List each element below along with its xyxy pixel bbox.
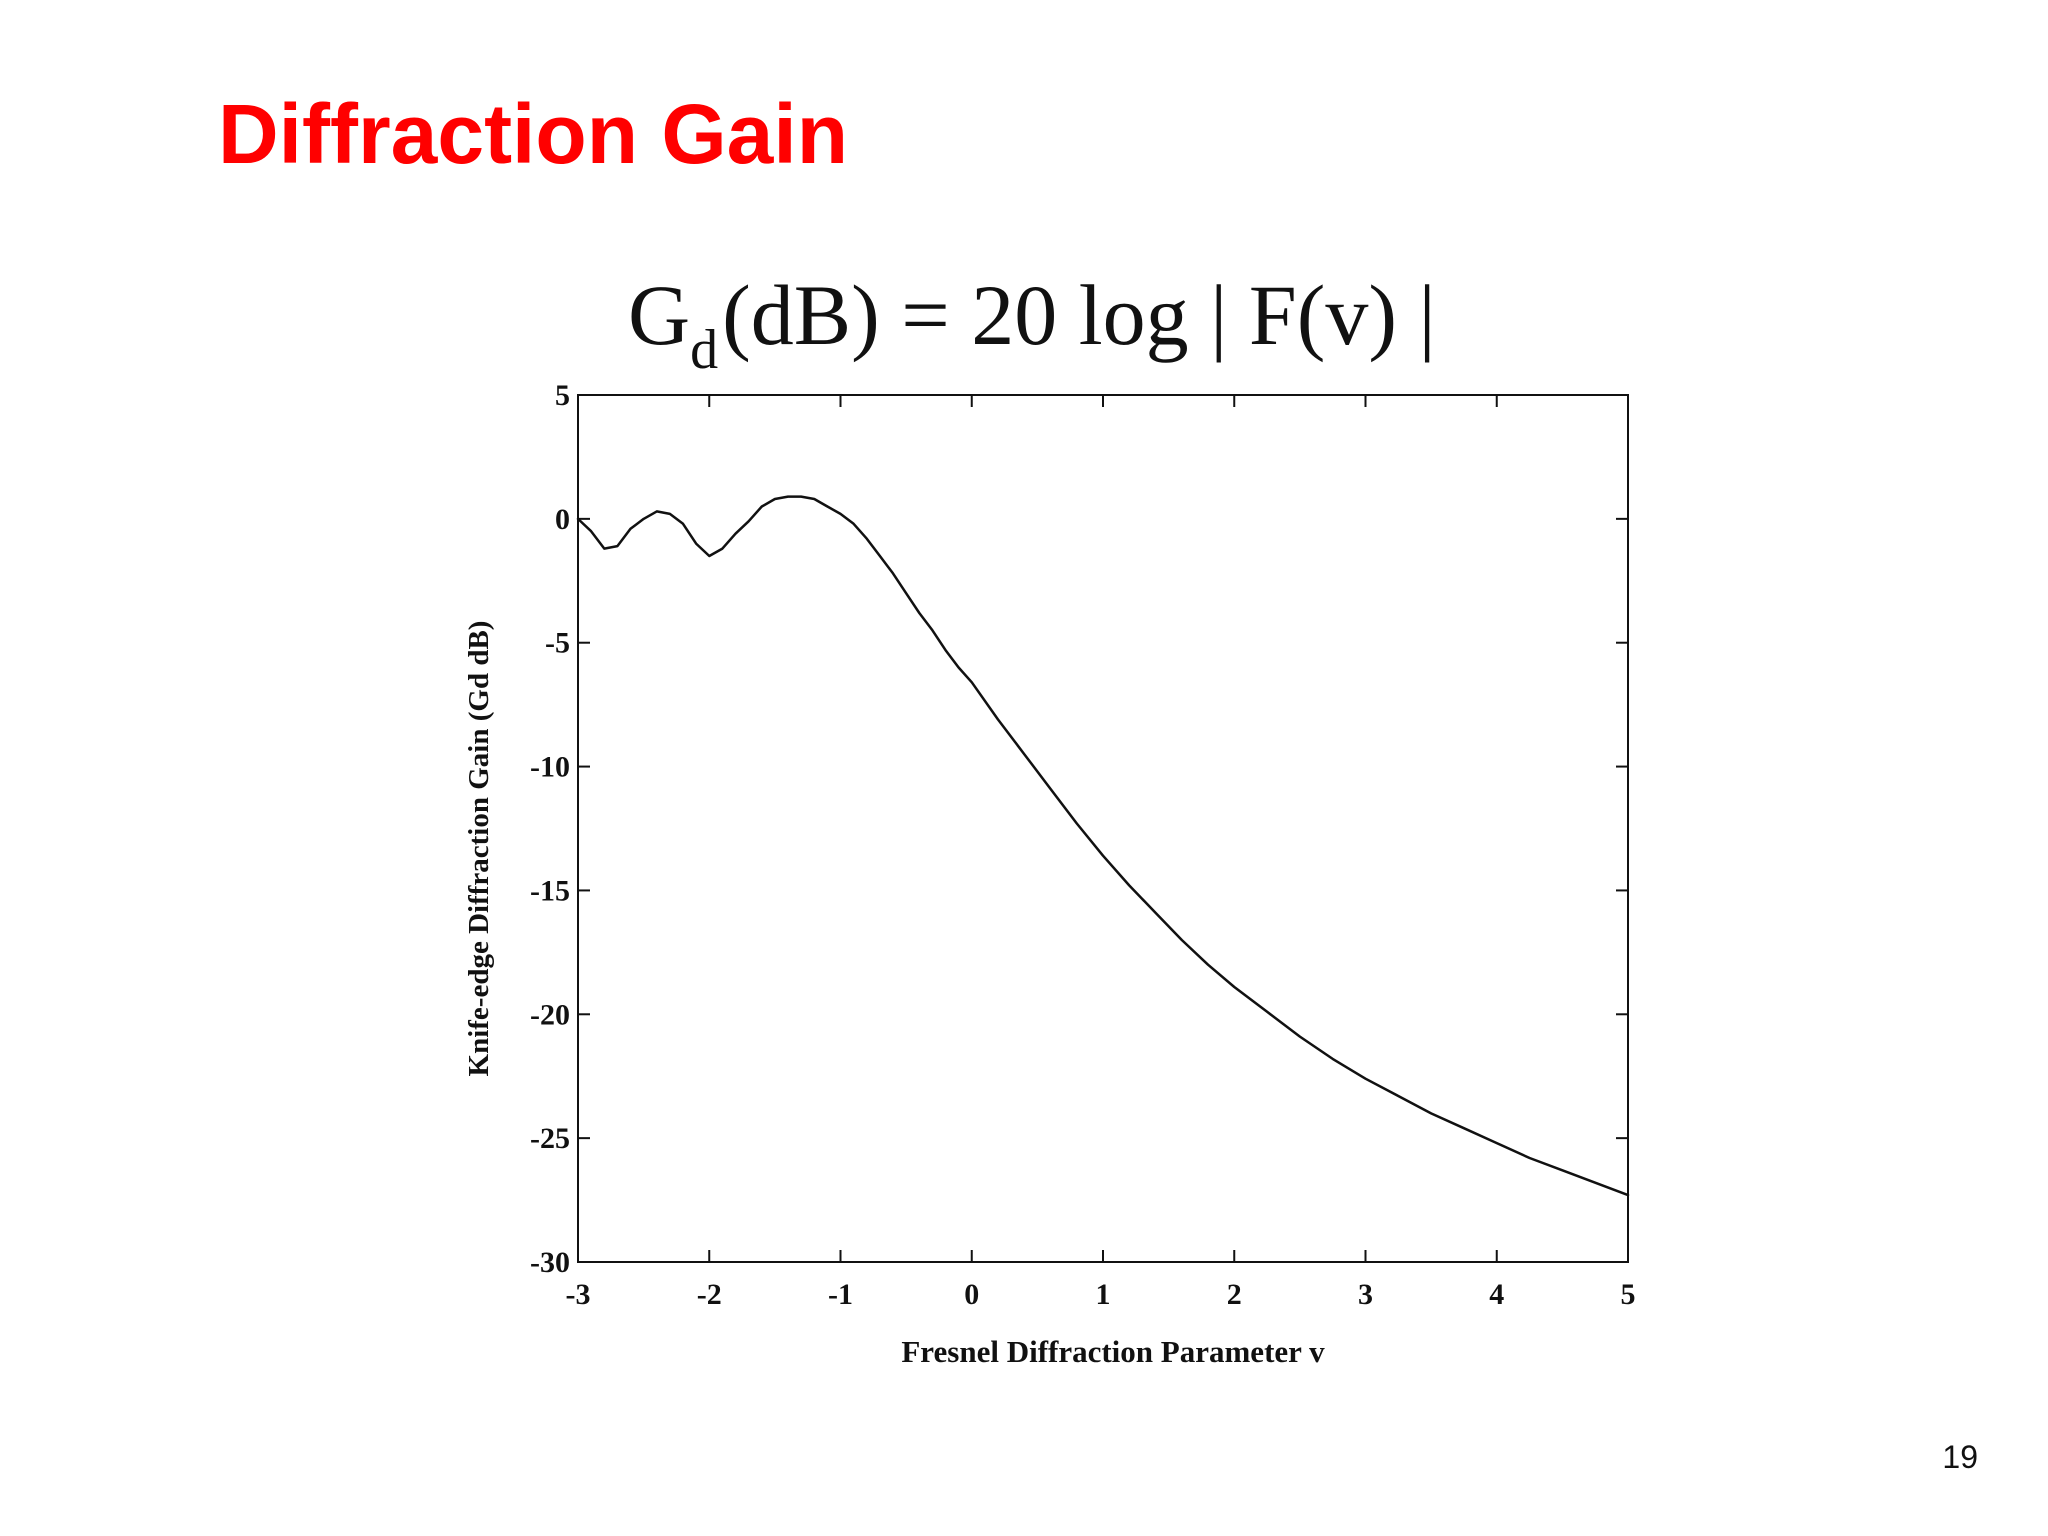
x-tick-label: 0 — [964, 1278, 979, 1311]
x-tick-label: -1 — [828, 1278, 853, 1311]
gain-formula: Gd(dB) = 20 log | F(v) | — [628, 272, 1436, 378]
y-tick-label: -25 — [530, 1122, 570, 1155]
x-tick-label: -3 — [566, 1278, 591, 1311]
x-tick-label: 2 — [1227, 1278, 1242, 1311]
formula-subscript: d — [690, 319, 719, 381]
x-tick-label: 1 — [1096, 1278, 1111, 1311]
series-line — [576, 495, 1630, 1197]
y-axis-label: Knife-edge Diffraction Gain (Gd dB) — [463, 621, 495, 1077]
x-tick-label: 4 — [1489, 1278, 1504, 1311]
formula-expression: (dB) = 20 log | F(v) | — [722, 267, 1436, 363]
y-tick-label: -10 — [530, 751, 570, 784]
x-tick-label: 5 — [1621, 1278, 1636, 1311]
page-number: 19 — [1942, 1439, 1978, 1475]
slide-title: Diffraction Gain — [218, 87, 849, 181]
x-tick-label: -2 — [697, 1278, 722, 1311]
y-tick-label: -15 — [530, 874, 570, 907]
y-tick-label: -20 — [530, 998, 570, 1031]
y-tick-label: -30 — [530, 1246, 570, 1279]
x-tick-label: 3 — [1358, 1278, 1373, 1311]
y-tick-label: 0 — [555, 503, 570, 536]
y-tick-label: 5 — [555, 379, 570, 412]
y-tick-label: -5 — [545, 627, 570, 660]
formula-symbol: G — [628, 267, 691, 363]
x-axis-label: Fresnel Diffraction Parameter v — [901, 1334, 1325, 1369]
